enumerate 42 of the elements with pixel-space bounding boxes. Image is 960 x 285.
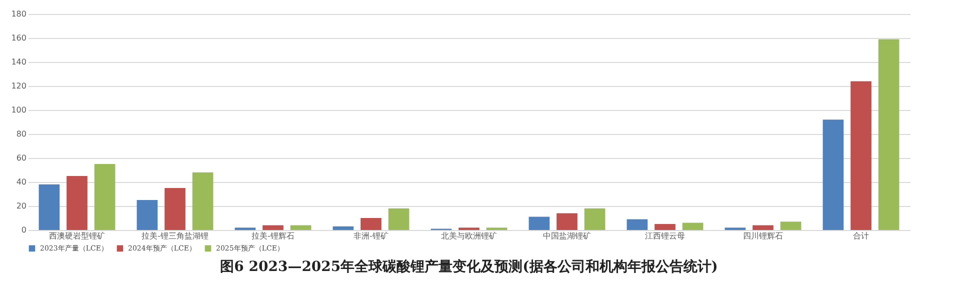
- bar: [332, 226, 354, 230]
- bar: [262, 225, 284, 230]
- bar: [556, 213, 578, 230]
- x-tick-label: 拉美-锂三角盐湖锂: [142, 232, 208, 240]
- text: 图6 2023—2025年全球碳酸锂产量变化及预测(据各公司和机构年报公告统计): [220, 258, 718, 275]
- bar: [584, 208, 606, 230]
- bar: [850, 81, 872, 230]
- bar: [164, 188, 186, 230]
- y-tick-label: 0: [21, 226, 26, 234]
- y-tick-label: 160: [11, 34, 26, 42]
- y-tick-label: 180: [11, 10, 26, 18]
- x-tick-label: 中国盐湖锂矿: [543, 232, 591, 240]
- x-tick-label: 合计: [853, 232, 869, 240]
- bar: [822, 120, 844, 230]
- x-tick-label: 非洲-锂矿: [354, 232, 388, 240]
- bar: [290, 225, 312, 230]
- bar: [528, 216, 550, 230]
- bar: [654, 224, 676, 230]
- y-tick-label: 60: [16, 154, 26, 162]
- bar: [682, 222, 704, 230]
- y-tick-label: 20: [16, 202, 26, 210]
- bar: [752, 225, 774, 230]
- y-tick-label: 100: [11, 106, 26, 114]
- bar: [388, 208, 410, 230]
- y-tick-label: 80: [16, 130, 26, 138]
- bar: [192, 172, 214, 230]
- bar: [136, 200, 158, 230]
- bar: [878, 39, 900, 230]
- x-tick-label: 江西锂云母: [645, 232, 685, 240]
- x-tick-label: 西澳硬岩型锂矿: [49, 232, 105, 240]
- bar: [626, 219, 648, 230]
- y-tick-label: 140: [11, 58, 26, 66]
- bar: [66, 176, 88, 230]
- bar: [94, 164, 116, 230]
- x-tick-label: 拉美-锂辉石: [252, 232, 294, 240]
- bar: [38, 184, 60, 230]
- bar: [360, 218, 382, 230]
- y-tick-label: 40: [16, 178, 26, 186]
- y-tick-label: 120: [11, 82, 26, 90]
- x-tick-label: 北美与欧洲锂矿: [441, 232, 497, 240]
- bar: [780, 222, 802, 230]
- x-tick-label: 四川锂辉石: [743, 232, 783, 240]
